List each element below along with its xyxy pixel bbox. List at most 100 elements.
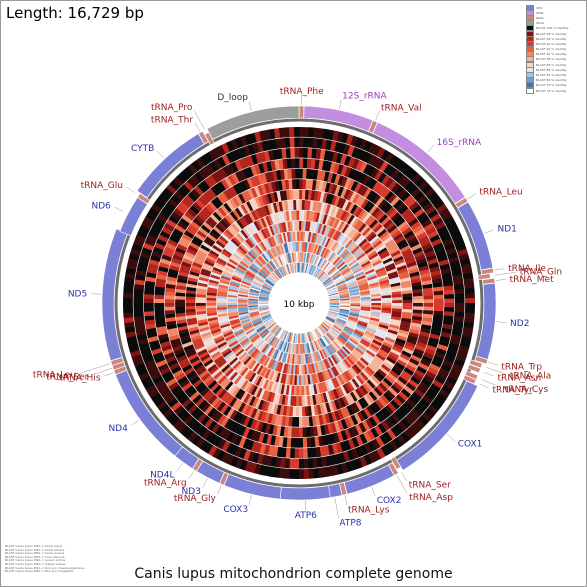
heat-cell [336,232,344,243]
heat-cell [218,319,230,324]
heat-cell [358,358,368,368]
heat-cell [291,210,295,221]
heat-cell [192,201,203,212]
heat-cell [192,217,203,228]
heat-cell [242,277,253,283]
heat-cell [243,179,251,190]
heat-cell [248,298,259,301]
heat-cell [259,294,270,298]
heat-cell [384,404,394,416]
heat-cell [316,191,322,202]
heat-cell [390,316,401,321]
heat-cell [347,438,356,450]
heat-cell [365,176,374,188]
heat-cell [280,384,285,395]
heat-cell [408,217,419,228]
heat-cell [344,394,352,405]
heat-cell [232,274,243,281]
heat-cell [326,286,337,292]
heat-cell [334,277,345,284]
heat-cell [366,405,375,417]
heat-cell [259,269,269,278]
heat-cell [241,279,252,285]
heat-cell [402,305,413,310]
heat-cell [229,371,238,381]
heat-cell [238,231,247,241]
heat-cell [464,307,475,314]
feature-label: tRNA_Glu [81,181,123,191]
heat-cell [154,242,166,251]
legend-label: BLAST 82 % identity [536,73,567,78]
heat-cell [326,265,335,274]
heat-cell [368,345,379,354]
heat-cell [216,144,226,157]
heat-cell [273,270,281,280]
heat-cell [307,342,311,353]
heat-cell [315,212,321,223]
heat-cell [207,284,218,289]
feature-label: tRNA_Tyr [492,386,533,396]
heat-cell [333,243,342,254]
heat-cell [291,179,296,190]
heat-cell [271,236,277,246]
heat-cell [350,299,361,302]
heat-cell [339,308,350,312]
heat-cell [402,293,413,298]
heat-cell [291,354,295,365]
heat-cell [298,385,302,396]
heat-cell [362,213,371,223]
heat-cell [329,216,336,227]
heat-cell [315,339,322,350]
heat-cell [186,314,197,320]
heat-cell [289,221,293,232]
heat-cell [280,222,285,233]
heat-cell [140,346,151,355]
heat-cell [170,261,181,268]
heat-cell [211,228,221,238]
heat-cell [239,459,248,471]
heat-cell [321,323,330,331]
heat-cell [369,284,380,289]
heat-cell [367,325,378,331]
heat-cell [159,209,171,219]
heat-cell [337,409,344,420]
heat-cell [301,252,304,263]
heat-cell [322,336,329,346]
heat-cell [141,220,153,230]
heat-cell [264,281,274,288]
feature-arc-cox2 [343,464,395,495]
heat-cell [162,205,174,216]
heat-cell [299,210,302,221]
heat-cell [199,154,210,166]
heat-cell [321,181,328,192]
heat-cell [213,158,223,170]
heat-cell [247,237,255,248]
heat-cell [159,404,171,415]
heat-cell [243,214,252,225]
heat-cell [385,265,397,272]
heat-cell [328,290,338,295]
heat-cell [408,268,419,275]
heat-cell [261,355,269,366]
heat-cell [261,267,270,276]
footnote-line: BLAST Canis lupus DNA = Canis aureus [5,551,65,556]
heat-cell [324,214,331,226]
heat-cell [338,349,346,359]
heat-cell [260,422,268,433]
feature-label: tRNA_Ile [508,264,546,274]
heat-cell [266,402,273,413]
heat-cell [266,320,275,328]
heat-cell [243,145,252,157]
heat-cell [286,437,292,448]
heat-cell [355,375,365,385]
heat-cell [335,152,344,164]
heat-cell [228,290,239,295]
heat-cell [234,269,245,276]
heat-cell [340,332,350,340]
heat-cell [328,330,337,339]
heat-cell [325,264,334,273]
heat-cell [345,226,354,237]
heat-cell [237,302,248,305]
heat-cell [223,202,233,213]
heat-cell [264,319,274,326]
